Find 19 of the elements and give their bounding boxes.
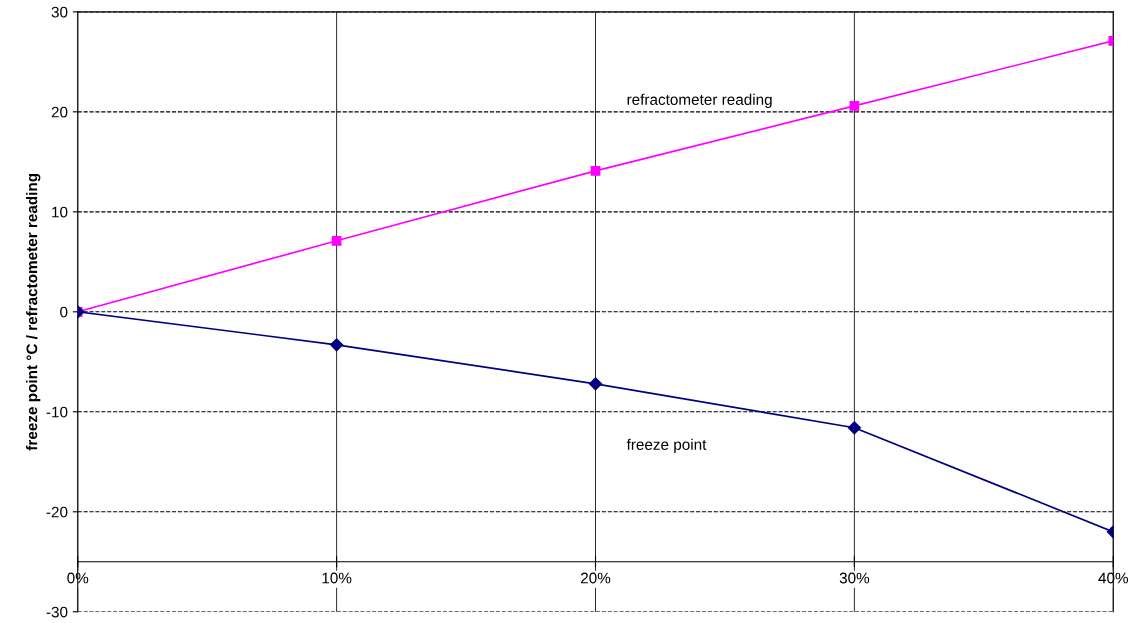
y-tick-label: 0	[60, 306, 68, 318]
x-tick-label: 10%	[322, 572, 352, 584]
y-axis-title: freeze point °C / refractometer reading	[26, 173, 41, 451]
x-tick-label: 20%	[580, 572, 611, 584]
series-label: refractometer reading	[627, 93, 772, 108]
point	[588, 377, 603, 391]
text: freeze point	[626, 438, 707, 453]
y-tick-label: -20	[46, 506, 68, 518]
point	[847, 421, 861, 435]
y-tick-label: -30	[46, 606, 68, 618]
point	[330, 338, 344, 352]
x-tick-label: 30%	[839, 572, 870, 584]
y-tick-label: 10	[52, 206, 68, 218]
point	[849, 100, 860, 111]
y-tick-label: -10	[46, 406, 68, 418]
point	[590, 165, 601, 176]
y-tick-label: 20	[51, 106, 68, 118]
point	[331, 235, 342, 246]
y-tick-label: 30	[51, 6, 68, 18]
